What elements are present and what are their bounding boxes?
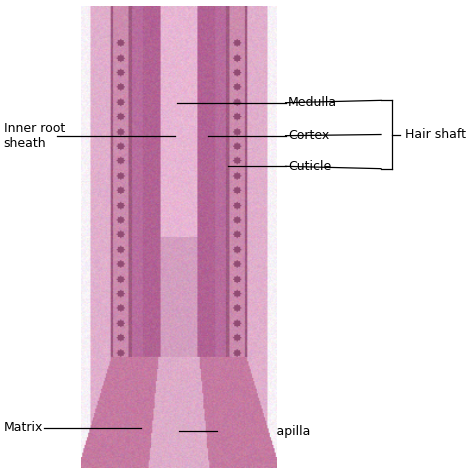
Text: Medulla: Medulla [288,96,337,109]
Text: Cortex: Cortex [288,129,329,142]
Text: Dermal papilla: Dermal papilla [219,425,310,438]
Text: Cuticle: Cuticle [288,160,331,173]
Text: Inner root
sheath: Inner root sheath [4,122,65,150]
Text: Hair shaft: Hair shaft [404,128,465,141]
Text: Matrix: Matrix [4,421,43,434]
